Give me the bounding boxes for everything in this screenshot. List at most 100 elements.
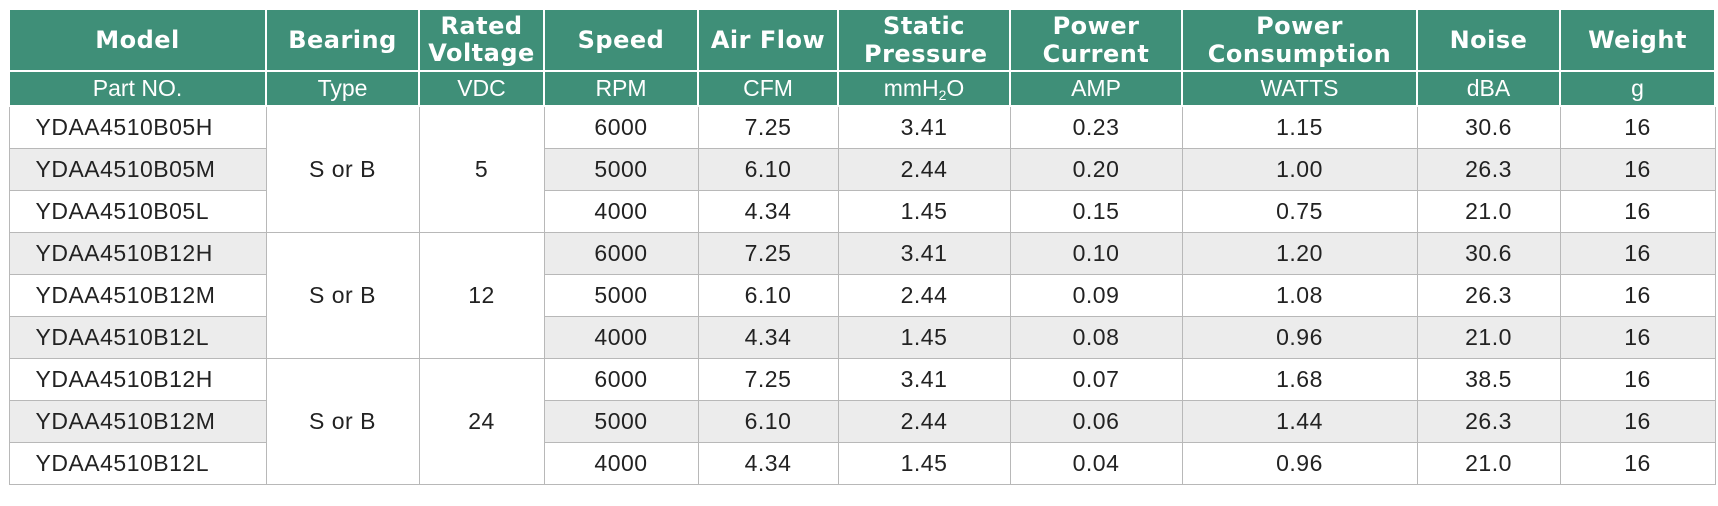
speed-cell: 6000 [543, 358, 699, 401]
noise-cell: 21.0 [1416, 190, 1561, 233]
weight-cell: 16 [1559, 190, 1716, 233]
current-cell: 0.04 [1009, 442, 1183, 485]
unit-g: g [1559, 70, 1716, 107]
noise-cell: 38.5 [1416, 358, 1561, 401]
noise-cell: 30.6 [1416, 232, 1561, 275]
header-static-pressure-text: Static Pressure [864, 12, 988, 68]
model-cell: YDAA4510B05H [8, 105, 267, 149]
current-cell: 0.10 [1009, 232, 1183, 275]
unit-amp: AMP [1009, 70, 1183, 107]
airflow-cell: 4.34 [697, 316, 839, 359]
header-model: Model [8, 8, 267, 72]
noise-cell: 30.6 [1416, 105, 1561, 149]
pressure-cell: 1.45 [837, 316, 1011, 359]
pressure-cell: 2.44 [837, 148, 1011, 191]
table-row: YDAA4510B05M 5000 6.10 2.44 0.20 1.00 26.3 16 [8, 148, 1716, 191]
power-cell: 1.68 [1181, 358, 1418, 401]
unit-type: Type [265, 70, 420, 107]
airflow-cell: 4.34 [697, 190, 839, 233]
voltage-cell: 5 [418, 105, 545, 233]
speed-cell: 4000 [543, 190, 699, 233]
weight-cell: 16 [1559, 400, 1716, 443]
model-cell: YDAA4510B12L [8, 316, 267, 359]
table-row: YDAA4510B12M 5000 6.10 2.44 0.09 1.08 26.3 16 [8, 274, 1716, 317]
table-row: YDAA4510B05L 4000 4.34 1.45 0.15 0.75 21.0 16 [8, 190, 1716, 233]
pressure-cell: 2.44 [837, 400, 1011, 443]
bearing-cell: S or B [265, 232, 420, 359]
pressure-cell: 1.45 [837, 442, 1011, 485]
table-body: YDAA4510B05H S or B 5 6000 7.25 3.41 0.23 1.15 3… [8, 105, 1716, 485]
speed-cell: 5000 [543, 400, 699, 443]
pressure-cell: 3.41 [837, 232, 1011, 275]
header-label-row: Model Bearing Rated Voltage Speed Air Fl… [8, 8, 1716, 72]
header-speed: Speed [543, 8, 699, 72]
fan-spec-table: Model Bearing Rated Voltage Speed Air Fl… [8, 8, 1716, 485]
airflow-cell: 4.34 [697, 442, 839, 485]
speed-cell: 4000 [543, 316, 699, 359]
unit-watts: WATTS [1181, 70, 1418, 107]
pressure-cell: 3.41 [837, 105, 1011, 149]
noise-cell: 26.3 [1416, 274, 1561, 317]
header-rated-voltage: Rated Voltage [418, 8, 545, 72]
table-row: YDAA4510B12H S or B 12 6000 7.25 3.41 0.10 1.20… [8, 232, 1716, 359]
noise-cell: 21.0 [1416, 316, 1561, 359]
unit-mmh: mmH [883, 74, 939, 101]
model-cell: YDAA4510B12L [8, 442, 267, 485]
model-cell: YDAA4510B12H [8, 358, 267, 401]
speed-cell: 6000 [543, 105, 699, 149]
spec-table-container: Model Bearing Rated Voltage Speed Air Fl… [8, 8, 1716, 485]
voltage-cell: 24 [418, 358, 545, 485]
table-row: YDAA4510B12L 4000 4.34 1.45 0.08 0.96 21.0 16 [8, 316, 1716, 359]
unit-vdc: VDC [418, 70, 545, 107]
unit-cfm: CFM [697, 70, 839, 107]
bearing-cell: S or B [265, 105, 420, 233]
current-cell: 0.08 [1009, 316, 1183, 359]
voltage-cell: 12 [418, 232, 545, 359]
speed-cell: 5000 [543, 148, 699, 191]
power-cell: 1.00 [1181, 148, 1418, 191]
airflow-cell: 7.25 [697, 105, 839, 149]
current-cell: 0.06 [1009, 400, 1183, 443]
header-bearing: Bearing [265, 8, 420, 72]
weight-cell: 16 [1559, 442, 1716, 485]
header-unit-row: Part NO. Type VDC RPM CFM mmH2O AMP WATT… [8, 70, 1716, 107]
pressure-cell: 1.45 [837, 190, 1011, 233]
table-row: YDAA4510B05H S or B 5 6000 7.25 3.41 0.23 1.15 3… [8, 105, 1716, 233]
header-static-pressure: Static Pressure [837, 8, 1011, 72]
weight-cell: 16 [1559, 358, 1716, 401]
unit-o: O [946, 74, 965, 101]
pressure-cell: 2.44 [837, 274, 1011, 317]
header-weight: Weight [1559, 8, 1716, 72]
bearing-cell: S or B [265, 358, 420, 485]
power-cell: 1.15 [1181, 105, 1418, 149]
header-power-consumption: Power Consumption [1181, 8, 1418, 72]
weight-cell: 16 [1559, 232, 1716, 275]
power-cell: 1.20 [1181, 232, 1418, 275]
airflow-cell: 6.10 [697, 400, 839, 443]
table-row: YDAA4510B12H S or B 24 6000 7.25 3.41 0.07 1.68… [8, 358, 1716, 485]
header-power-current-text: Power Current [1042, 12, 1150, 68]
model-cell: YDAA4510B12M [8, 274, 267, 317]
model-cell: YDAA4510B12M [8, 400, 267, 443]
current-cell: 0.23 [1009, 105, 1183, 149]
noise-cell: 26.3 [1416, 400, 1561, 443]
unit-rpm: RPM [543, 70, 699, 107]
header-power-current: Power Current [1009, 8, 1183, 72]
speed-cell: 5000 [543, 274, 699, 317]
table-row: YDAA4510B12M 5000 6.10 2.44 0.06 1.44 26.3 16 [8, 400, 1716, 443]
speed-cell: 6000 [543, 232, 699, 275]
current-cell: 0.07 [1009, 358, 1183, 401]
speed-cell: 4000 [543, 442, 699, 485]
noise-cell: 21.0 [1416, 442, 1561, 485]
model-cell: YDAA4510B12H [8, 232, 267, 275]
unit-sub-2: 2 [938, 86, 947, 103]
header-air-flow: Air Flow [697, 8, 839, 72]
weight-cell: 16 [1559, 148, 1716, 191]
airflow-cell: 6.10 [697, 274, 839, 317]
power-cell: 1.08 [1181, 274, 1418, 317]
unit-dba: dBA [1416, 70, 1561, 107]
noise-cell: 26.3 [1416, 148, 1561, 191]
airflow-cell: 7.25 [697, 232, 839, 275]
unit-mmh2o: mmH2O [837, 70, 1011, 107]
pressure-cell: 3.41 [837, 358, 1011, 401]
